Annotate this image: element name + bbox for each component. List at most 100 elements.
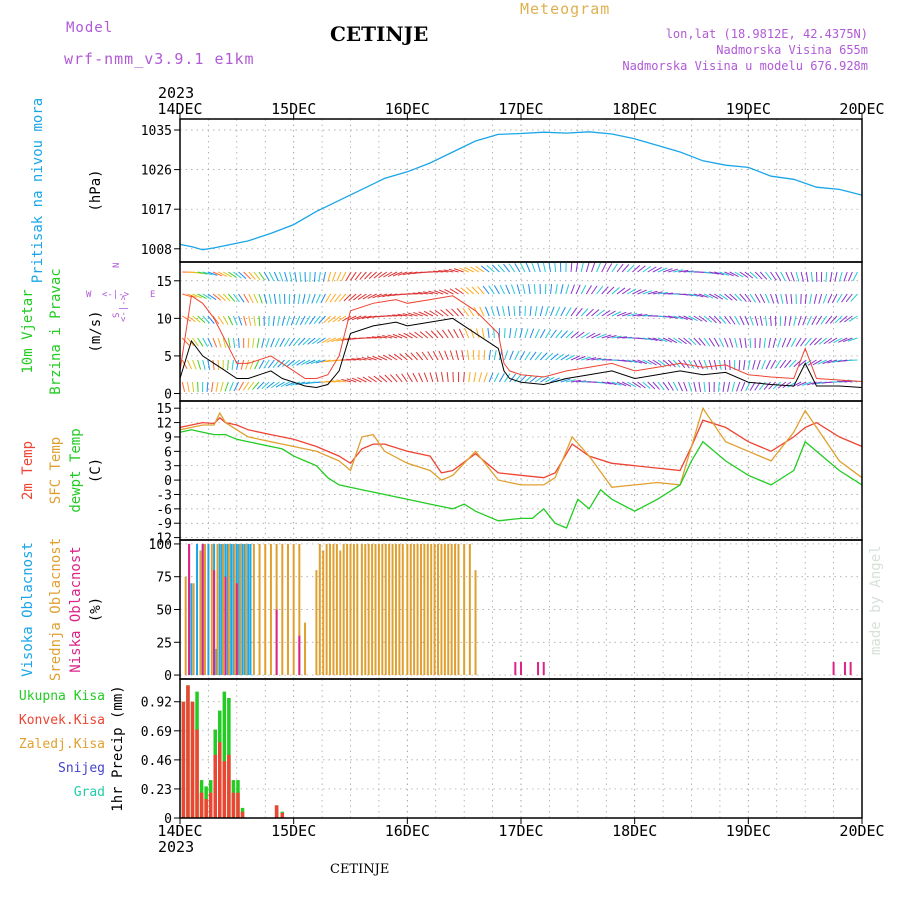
- cloud-bar: [374, 543, 377, 676]
- time-tick-label-bottom: 19DEC: [726, 822, 771, 840]
- wind-barb: [182, 315, 192, 322]
- wind-barb: [215, 381, 219, 392]
- wind-barb: [667, 381, 674, 391]
- wind-barb: [341, 378, 352, 383]
- wind-barb: [622, 359, 633, 363]
- meteogram-label: Meteogram: [520, 0, 611, 18]
- cloud-bar: [207, 543, 210, 676]
- wind-barb: [398, 333, 408, 339]
- wind-barb: [647, 290, 658, 295]
- wind-barb: [307, 337, 316, 345]
- wind-barb: [343, 293, 352, 302]
- wind-barb: [382, 293, 393, 298]
- wind-barb: [197, 315, 206, 324]
- wind-barb: [258, 293, 263, 304]
- wind-barb: [801, 381, 812, 386]
- wind-barb: [734, 293, 743, 302]
- wind-barb: [785, 271, 791, 282]
- precip-bar: [186, 685, 190, 818]
- wind-barb: [837, 380, 848, 383]
- cloud-bar: [249, 543, 252, 676]
- wind-barb: [837, 337, 848, 343]
- pressure-ytick-label: 1017: [141, 203, 172, 218]
- wind-barb: [591, 309, 600, 317]
- cloud-bar: [216, 543, 219, 676]
- wind-barb: [514, 328, 518, 339]
- wind-barb: [739, 271, 749, 279]
- wind-barb: [263, 359, 270, 369]
- wind-barb: [483, 349, 486, 361]
- wind-series-line: [179, 317, 863, 389]
- wind-barb: [787, 381, 797, 388]
- lonlat-label: lon,lat (18.9812E, 42.4375N): [665, 27, 868, 41]
- wind-barb: [519, 374, 528, 383]
- wind-barb: [818, 293, 823, 304]
- wind-barb: [273, 271, 279, 282]
- wind-barb: [714, 271, 724, 276]
- wind-barb: [273, 293, 277, 304]
- wind-barb: [493, 372, 500, 383]
- precip-bar: [222, 761, 227, 818]
- wind-barb: [662, 315, 674, 319]
- wind-barb: [498, 373, 505, 383]
- wind-barb: [464, 267, 475, 273]
- wind-barb: [220, 381, 224, 392]
- wind-barb: [417, 291, 428, 295]
- precip-ylabel: 1hr Precip (mm): [110, 685, 126, 811]
- wind-barb: [673, 269, 684, 273]
- wind-barb: [524, 351, 531, 361]
- wind-barb: [596, 358, 607, 361]
- wind-barb: [356, 315, 367, 320]
- wind-barb: [285, 381, 296, 387]
- time-tick-label-bottom: 16DEC: [385, 822, 430, 840]
- wind-barb: [796, 381, 807, 387]
- wind-barb: [632, 264, 641, 273]
- wind-barb: [496, 306, 500, 317]
- wind-barb: [444, 288, 454, 295]
- wind-barb: [601, 286, 609, 295]
- wind-barb: [736, 381, 741, 392]
- cloud-bar: [474, 570, 477, 676]
- wind-barb: [580, 332, 590, 339]
- wind-barb: [785, 293, 788, 304]
- wind-barb: [804, 337, 812, 347]
- wind-barb: [708, 315, 717, 324]
- wind-barb: [637, 314, 648, 317]
- wind-barb: [186, 359, 193, 370]
- wind-barb: [814, 337, 822, 346]
- wind-barb: [274, 337, 280, 348]
- wind-barb: [525, 262, 531, 273]
- wind-barb: [693, 315, 703, 322]
- wind-unit: (m/s): [88, 310, 104, 352]
- wind-barb: [606, 381, 617, 386]
- cloud-ylabel: Niska Oblacnost: [68, 546, 84, 672]
- wind-barb: [539, 352, 548, 361]
- wind-barb: [312, 337, 321, 345]
- cloud-bar: [226, 543, 229, 676]
- wind-barb: [627, 359, 638, 364]
- wind-barb: [790, 293, 793, 305]
- wind-barb: [212, 293, 222, 301]
- cloud-bar: [406, 543, 409, 676]
- cloud-bar: [224, 576, 227, 676]
- wind-barb: [514, 263, 521, 273]
- wind-barb: [683, 381, 688, 392]
- wind-barb: [428, 290, 439, 295]
- wind-barb: [202, 315, 211, 324]
- temperature-ytick-label: 0: [164, 474, 172, 489]
- cloud-bar: [304, 622, 307, 676]
- wind-barb: [362, 376, 372, 383]
- wind-barb: [503, 263, 511, 273]
- wind-barb: [227, 359, 229, 371]
- wind-barb: [795, 337, 802, 347]
- wind-barb: [529, 351, 537, 361]
- wind-barb: [550, 306, 555, 317]
- wind-barb: [502, 306, 506, 317]
- wind-barb: [456, 308, 464, 317]
- wind-barb: [472, 349, 475, 361]
- wind-barb: [404, 352, 413, 361]
- wind-barb: [780, 271, 786, 282]
- wind-barb: [252, 337, 255, 348]
- wind-barb: [831, 293, 838, 304]
- wind-barb: [601, 262, 607, 273]
